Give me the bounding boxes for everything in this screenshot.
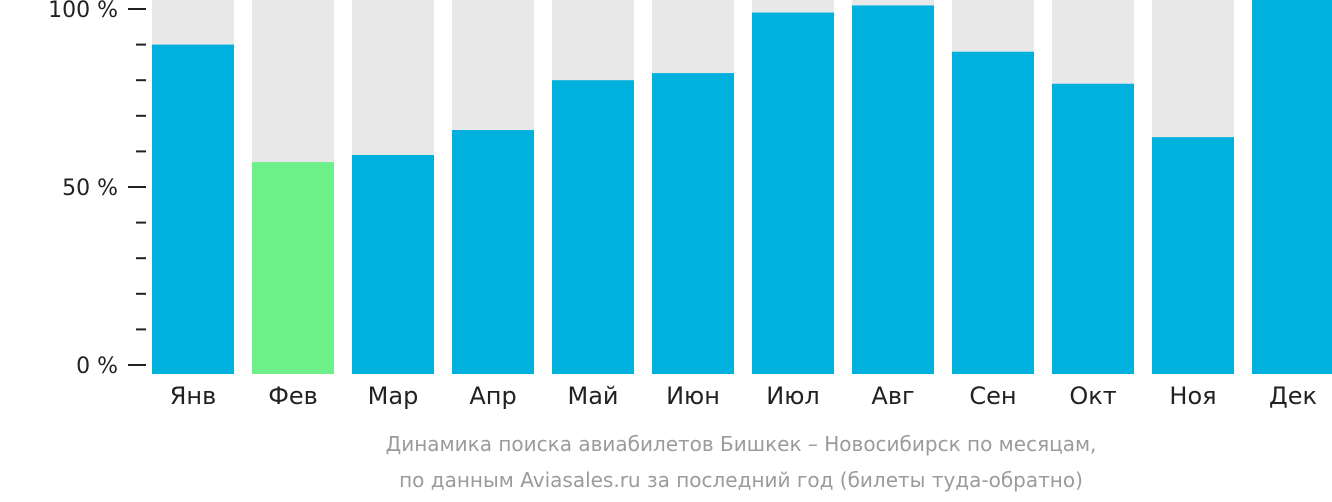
bar-8[interactable] — [952, 51, 1034, 374]
x-tick-label-3: Апр — [469, 382, 516, 410]
x-tick-label-9: Окт — [1069, 382, 1116, 410]
x-tick-label-6: Июл — [766, 382, 820, 410]
bar-1[interactable] — [252, 162, 334, 374]
caption-line-2: по данным Aviasales.ru за последний год … — [399, 468, 1083, 492]
bar-2[interactable] — [352, 154, 434, 374]
x-tick-label-0: Янв — [170, 382, 217, 410]
bar-4[interactable] — [552, 80, 634, 374]
bar-11[interactable] — [1252, 0, 1332, 374]
bar-3[interactable] — [452, 130, 534, 374]
caption-line-1: Динамика поиска авиабилетов Бишкек – Нов… — [386, 432, 1097, 456]
bar-6[interactable] — [752, 12, 834, 375]
y-tick-label-100: 100 % — [48, 0, 118, 23]
x-axis-labels: Янв Фев Мар Апр Май Июн Июл Авг Сен Окт Ноя Дек — [170, 382, 1317, 410]
x-tick-label-5: Июн — [666, 382, 720, 410]
x-tick-label-11: Дек — [1269, 382, 1317, 410]
x-tick-label-10: Ноя — [1169, 382, 1216, 410]
bar-0[interactable] — [152, 44, 234, 374]
y-tick-label-50: 50 % — [62, 176, 118, 201]
bar-7[interactable] — [852, 5, 934, 374]
y-tick-label-0: 0 % — [76, 354, 118, 379]
bar-5[interactable] — [652, 73, 734, 374]
bars — [152, 0, 1332, 375]
x-tick-label-1: Фев — [268, 382, 318, 410]
x-tick-label-2: Мар — [368, 382, 419, 410]
y-axis: 100 % 50 % 0 % — [48, 0, 146, 379]
bar-10[interactable] — [1152, 137, 1234, 374]
bar-9[interactable] — [1052, 83, 1134, 374]
x-tick-label-8: Сен — [969, 382, 1016, 410]
x-tick-label-4: Май — [567, 382, 618, 410]
x-tick-label-7: Авг — [871, 382, 914, 410]
